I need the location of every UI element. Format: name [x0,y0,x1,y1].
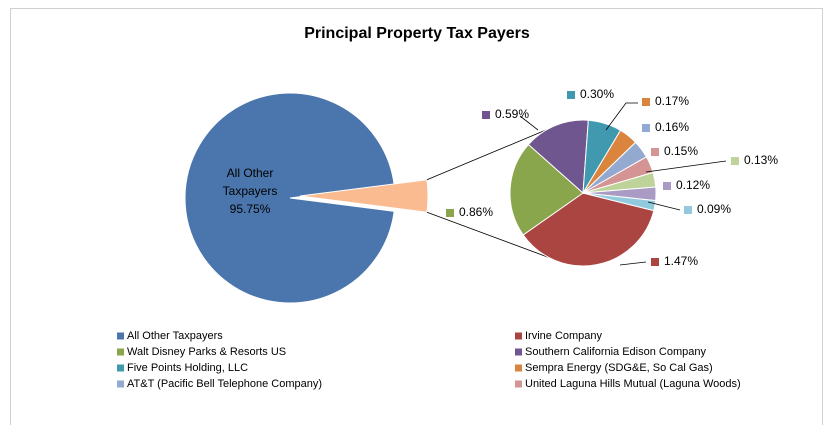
label-swatch [651,148,659,156]
data-label: 0.30% [580,87,614,101]
data-label: 0.13% [744,153,778,167]
label-swatch [642,124,650,132]
chart-frame [10,8,823,425]
pie-slice [184,92,395,304]
legend-swatch [117,364,124,372]
legend-label: Walt Disney Parks & Resorts US [127,346,286,358]
legend-swatch [117,380,124,388]
data-label: 0.59% [495,107,529,121]
leader-line [645,160,727,173]
split-slice [299,179,429,213]
data-label: 0.16% [655,120,689,134]
pie-slice [522,192,655,267]
label-value: 95.75% [229,202,271,216]
leader-line [619,261,647,266]
data-label: 1.47% [664,254,698,268]
legend-label: AT&T (Pacific Bell Telephone Company) [127,378,322,390]
data-label: 0.12% [676,178,710,192]
legend-swatch [515,332,522,340]
data-label-box: All Other Taxpayers 95.75% [215,164,285,218]
label-swatch [567,91,575,99]
label-name: All Other Taxpayers [222,166,278,198]
data-label: 0.86% [459,205,493,219]
legend-swatch [515,380,522,388]
data-label: 0.17% [655,94,689,108]
label-swatch [684,206,692,214]
chart-title: Principal Property Tax Payers [304,25,530,42]
data-label: 0.09% [697,202,731,216]
label-swatch [731,157,739,165]
leader-line [647,201,681,211]
legend-label: All Other Taxpayers [127,330,223,342]
label-swatch [482,111,490,119]
legend-label: Irvine Company [525,330,603,342]
legend-swatch [515,364,522,372]
legend-swatch [117,332,124,340]
pie-slice [582,192,657,212]
data-label: All Other Taxpayers 95.75% [215,164,285,218]
legend-label: Five Points Holding, LLC [127,362,248,374]
connector-line [426,129,547,181]
legend-swatch [117,348,124,356]
legend-label: Southern California Edison Company [525,346,706,358]
connector-line [426,211,549,258]
label-swatch [446,209,454,217]
pie-slice [527,119,589,195]
label-swatch [651,258,659,266]
legend-label: Sempra Energy (SDG&E, So Cal Gas) [525,362,713,374]
leader-line [605,102,638,131]
legend-label: United Laguna Hills Mutual (Laguna Woods… [525,378,741,390]
leader-line [519,115,539,131]
label-swatch [663,182,671,190]
legend-swatch [515,348,522,356]
pie-slice [509,143,584,236]
label-swatch [642,98,650,106]
data-label: 0.15% [664,144,698,158]
